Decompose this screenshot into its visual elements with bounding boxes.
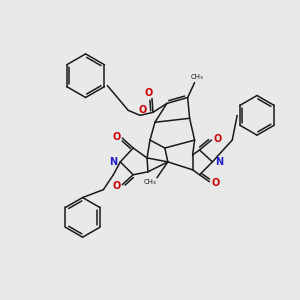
Text: O: O (145, 88, 153, 98)
Text: O: O (112, 181, 120, 191)
Text: CH₃: CH₃ (190, 74, 203, 80)
Text: O: O (213, 134, 221, 144)
Text: CH₃: CH₃ (144, 179, 156, 185)
Text: O: O (139, 105, 147, 116)
Text: O: O (112, 132, 120, 142)
Text: N: N (109, 157, 117, 167)
Text: O: O (211, 178, 220, 188)
Text: N: N (215, 157, 223, 167)
